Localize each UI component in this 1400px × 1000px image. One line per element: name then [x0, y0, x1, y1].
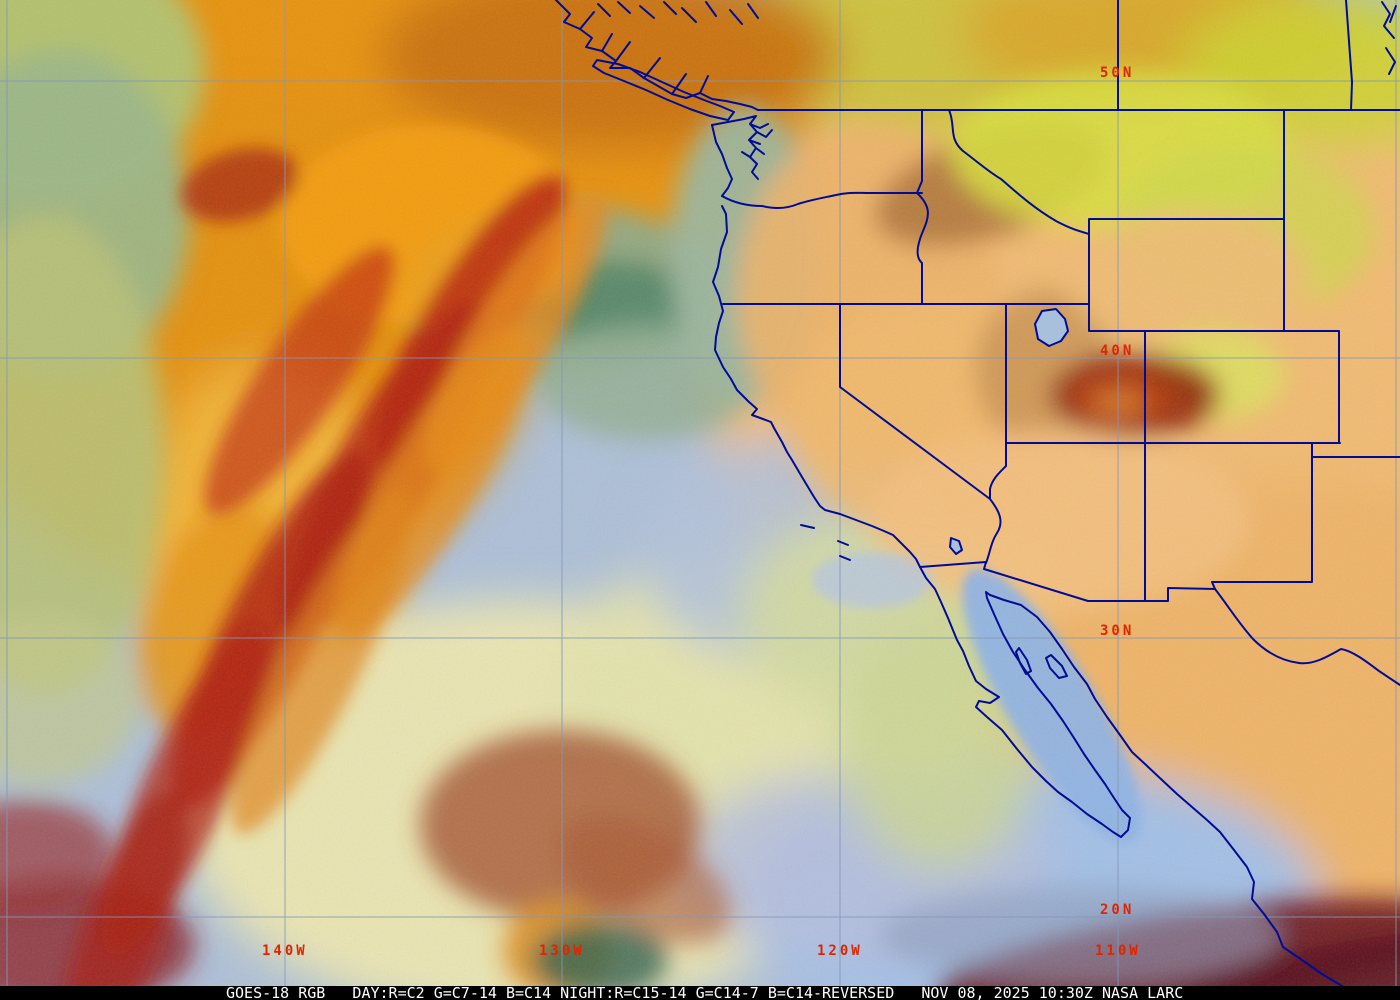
geography-overlay: [555, 0, 1400, 986]
latitude-label-40n: 40N: [1100, 343, 1135, 359]
latitude-label-20n: 20N: [1100, 902, 1135, 918]
pacific-coastline: [711, 124, 921, 568]
latitude-label-30n: 30N: [1100, 623, 1135, 639]
caption-bar: GOES-18 RGB DAY:R=C2 G=C7-14 B=C14 NIGHT…: [0, 986, 1400, 1000]
us-mexico-border: [919, 561, 1216, 602]
baja-california-coastline: [919, 566, 1131, 838]
longitude-label-120w: 120W: [817, 943, 863, 959]
bc-mainland-coastline: [555, 0, 759, 111]
bc-fjord-inlets: [579, 1, 759, 95]
gulf-islands: [1015, 647, 1068, 679]
graticule-parallels: [0, 80, 1400, 918]
puget-sound: [711, 115, 773, 180]
longitude-label-110w: 110W: [1095, 943, 1141, 959]
latitude-label-50n: 50N: [1100, 65, 1135, 81]
vancouver-island: [592, 59, 735, 121]
rio-grande-border: [1214, 588, 1400, 686]
state-borders: [721, 109, 1400, 602]
great-salt-lake: [1034, 308, 1069, 347]
longitude-label-130w: 130W: [539, 943, 585, 959]
caption-text: GOES-18 RGB DAY:R=C2 G=C7-14 B=C14 NIGHT…: [226, 986, 1184, 1000]
longitude-label-140w: 140W: [262, 943, 308, 959]
salton-sea: [949, 537, 963, 555]
mexico-mainland-coastline: [989, 594, 1343, 986]
channel-islands: [800, 524, 851, 561]
graticule-meridians: [6, 0, 1397, 986]
manitoba-lakes: [1381, 1, 1397, 75]
saskatchewan-manitoba-border: [1345, 0, 1353, 111]
